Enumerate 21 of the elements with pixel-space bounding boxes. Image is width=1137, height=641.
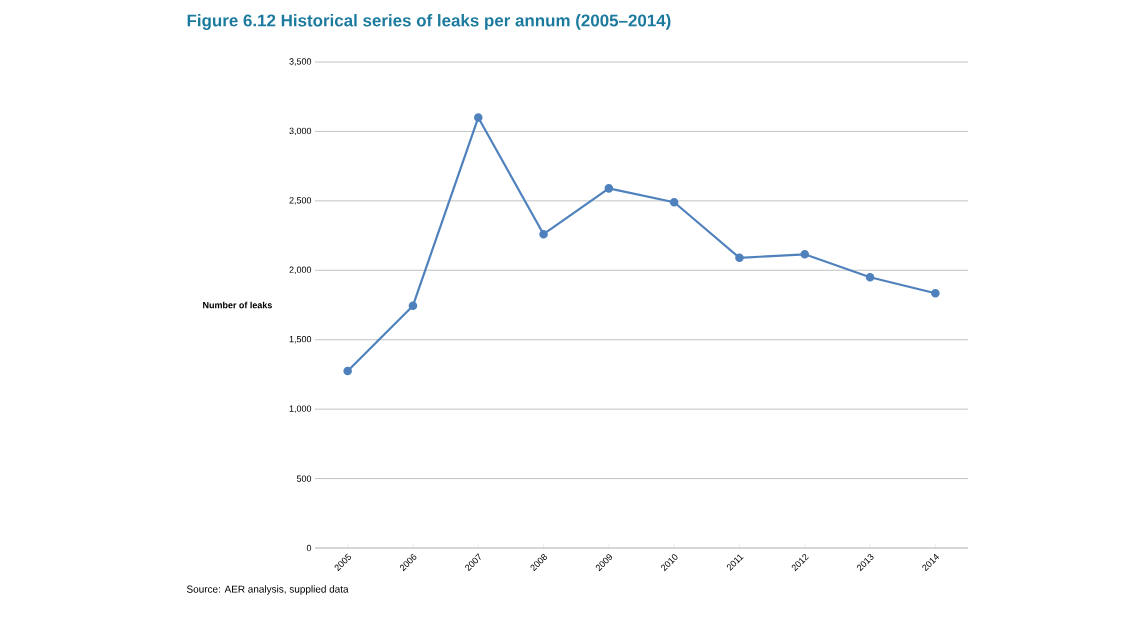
- y-tick-label: 3,000: [289, 127, 312, 136]
- point: [539, 229, 548, 239]
- y-tick-label: 1,000: [289, 405, 312, 413]
- chart-title: Figure 6.12 Historical series of leaks per annum (2005–2014): [187, 14, 671, 30]
- y-tick-label: 2,500: [289, 197, 312, 205]
- y-tick-label: 0: [306, 544, 312, 552]
- source-note: Source: AER analysis, supplied data: [186, 585, 349, 595]
- y-axis-title: Number of leaks: [203, 301, 272, 309]
- point: [735, 253, 744, 263]
- y-tick-label: 2,000: [289, 266, 312, 274]
- point: [473, 113, 483, 122]
- point: [343, 366, 352, 376]
- point: [931, 288, 940, 298]
- point: [669, 197, 679, 207]
- y-tick-label: 500: [296, 475, 312, 482]
- point: [865, 272, 875, 282]
- y-tick-label: 3,500: [289, 58, 312, 66]
- point: [800, 250, 810, 259]
- point: [408, 301, 418, 310]
- point: [604, 184, 614, 193]
- y-tick-label: 1,500: [289, 336, 312, 344]
